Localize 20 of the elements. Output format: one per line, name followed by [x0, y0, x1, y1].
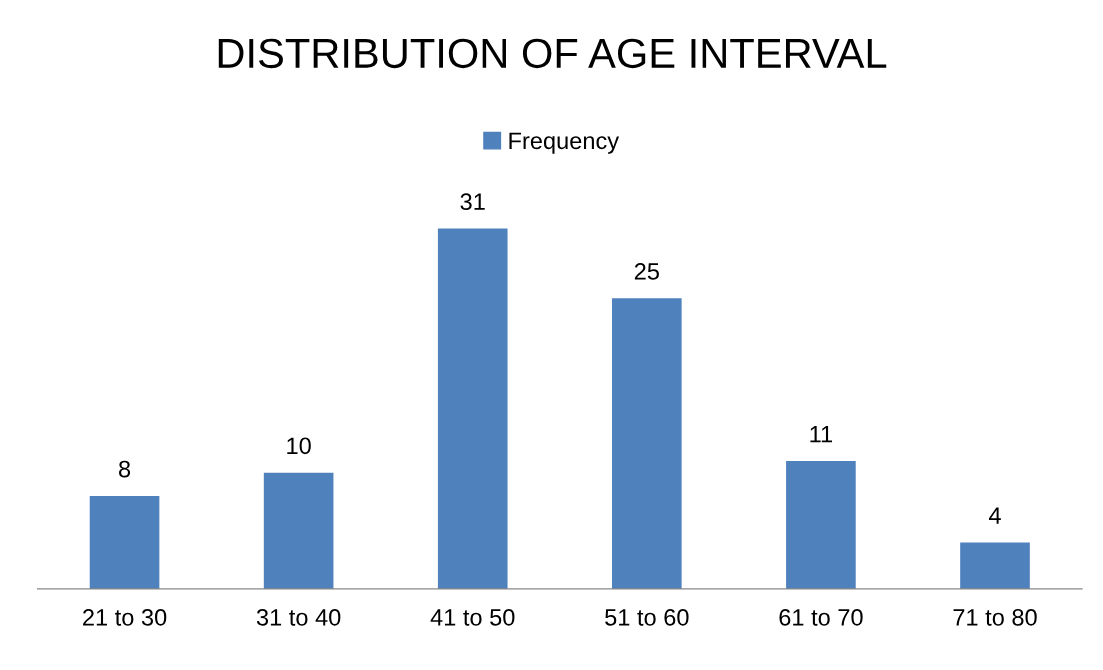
- bar: [612, 298, 682, 589]
- data-label: 31: [460, 193, 485, 211]
- bar: [437, 228, 508, 589]
- bar: [960, 542, 1030, 589]
- data-label: 11: [810, 426, 833, 443]
- bar: [89, 495, 160, 589]
- x-tick-label: 41 to 50: [430, 609, 515, 626]
- data-label: 25: [634, 263, 659, 280]
- x-tick-label: 51 to 60: [605, 609, 689, 626]
- bar: [263, 472, 334, 589]
- x-tick-label: 31 to 40: [256, 609, 341, 626]
- bar: [786, 461, 856, 589]
- data-label: 10: [287, 437, 311, 455]
- x-tick-label: 61 to 70: [779, 609, 863, 626]
- legend-label: Frequency: [509, 132, 620, 154]
- chart-title: DISTRIBUTION OF AGE INTERVAL: [218, 38, 887, 69]
- x-tick-label: 21 to 30: [83, 609, 167, 626]
- data-label: 4: [988, 507, 1001, 524]
- x-tick-label: 71 to 80: [953, 609, 1037, 626]
- data-label: 8: [119, 460, 131, 478]
